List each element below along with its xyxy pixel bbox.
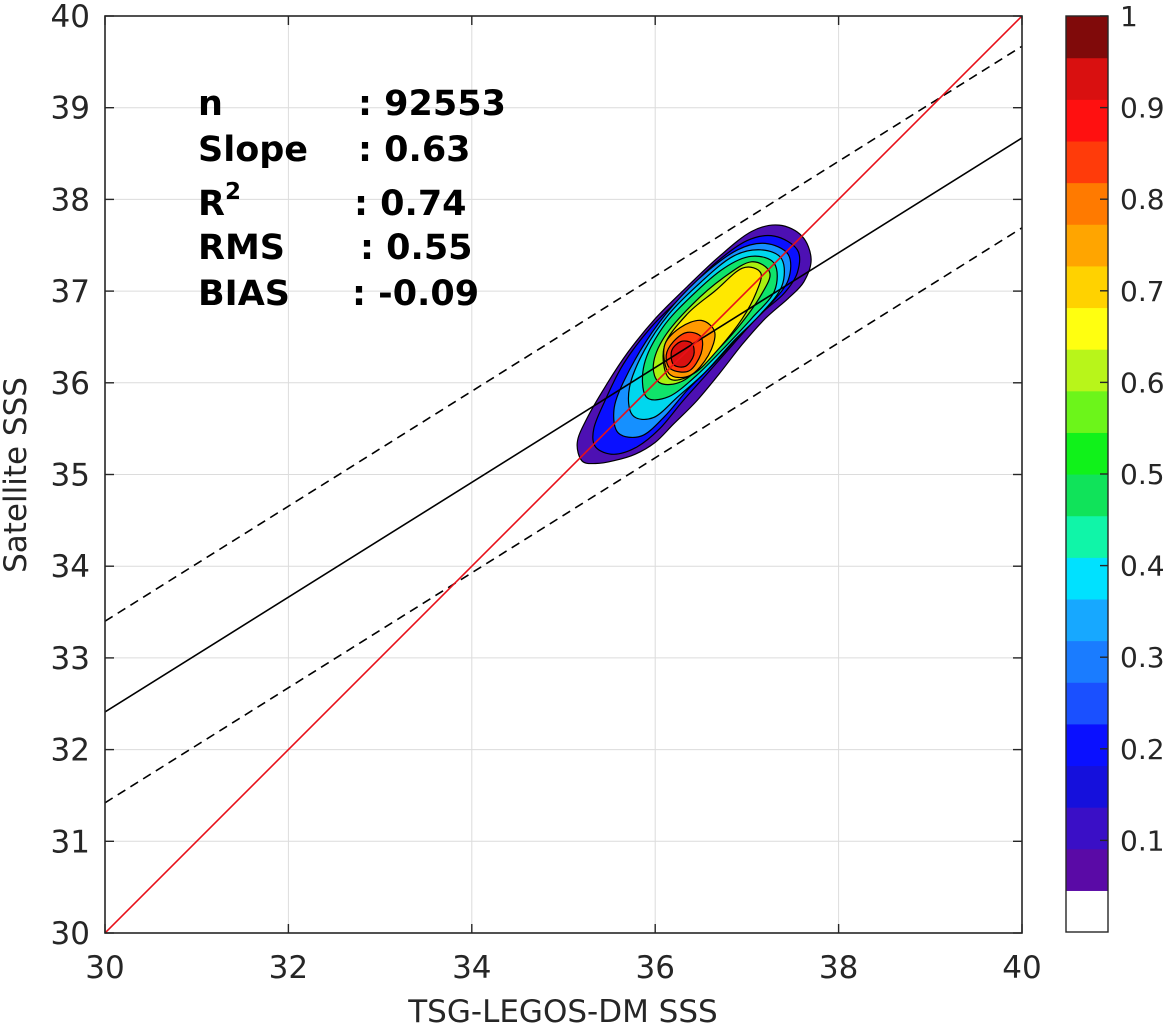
colorbar-tick-label: 0.6 (1120, 366, 1165, 399)
axes (104, 15, 1023, 934)
lower-bound-line (105, 227, 1022, 804)
identity-line (105, 16, 1022, 933)
reference-lines (105, 16, 1022, 933)
colorbar-swatch (1066, 848, 1108, 891)
y-tick-label: 40 (51, 0, 90, 35)
colorbar-swatch (1066, 557, 1108, 600)
y-tick-label: 39 (51, 91, 90, 127)
colorbar-tick-label: 0.7 (1120, 275, 1165, 308)
x-tick-label: 38 (819, 950, 858, 986)
colorbar-swatch (1066, 640, 1108, 683)
colorbar-swatch (1066, 390, 1108, 433)
colorbar-tick-label: 0.2 (1120, 733, 1165, 766)
colorbar-swatch (1066, 723, 1108, 767)
x-axis-title: TSG-LEGOS-DM SSS (407, 994, 717, 1028)
colorbar: 0.1 0.2 0.3 0.4 0.5 0.6 0.7 0.8 0.9 1 (1065, 0, 1165, 933)
x-tick-label: 40 (1002, 950, 1041, 986)
stat-label: n (198, 84, 223, 124)
colorbar-swatch (1066, 515, 1108, 558)
y-axis-title: Satellite SSS (0, 377, 34, 573)
y-tick-label: 31 (51, 824, 90, 860)
regression-line (105, 137, 1022, 713)
stat-label-superscript: 2 (225, 179, 241, 205)
colorbar-swatch (1066, 140, 1108, 184)
y-tick-label: 37 (51, 274, 90, 310)
tick-labels: 30 32 34 36 38 40 30 31 32 33 34 35 36 37 38 39 40 (51, 0, 1042, 986)
colorbar-swatch (1066, 224, 1108, 267)
colorbar-swatch (1066, 432, 1108, 475)
stat-label: RMS (198, 228, 285, 268)
colorbar-swatch (1066, 57, 1108, 100)
x-tick-label: 36 (635, 950, 674, 986)
colorbar-swatch (1066, 474, 1108, 517)
colorbar-swatch (1066, 349, 1108, 392)
stat-label: Slope (198, 130, 308, 170)
stat-row-n: n : 92553 (198, 84, 506, 124)
colorbar-tick-label: 0.5 (1120, 458, 1165, 491)
colorbar-swatch (1066, 99, 1108, 142)
stat-label: BIAS (198, 274, 290, 314)
colorbar-tick-label: 0.9 (1120, 92, 1165, 125)
stat-row-slope: Slope : 0.63 (198, 130, 471, 170)
stat-value: : -0.09 (352, 274, 479, 314)
colorbar-swatch (1066, 765, 1108, 808)
stat-value: : 0.55 (360, 228, 473, 268)
x-tick-label: 30 (85, 950, 124, 986)
colorbar-tick-label: 0.1 (1120, 824, 1165, 857)
y-tick-label: 34 (51, 549, 90, 585)
x-tick-label: 32 (269, 950, 308, 986)
y-tick-label: 35 (51, 458, 90, 494)
colorbar-swatch (1066, 265, 1108, 309)
y-tick-label: 33 (51, 641, 90, 677)
stat-value: : 92553 (358, 84, 506, 124)
colorbar-swatch (1066, 307, 1108, 350)
colorbar-tick-label: 0.8 (1120, 183, 1165, 216)
x-tick-label: 34 (452, 950, 491, 986)
y-tick-label: 30 (51, 916, 90, 952)
y-tick-label: 32 (51, 733, 90, 769)
colorbar-tick-label: 1 (1120, 0, 1138, 33)
colorbar-swatch (1066, 16, 1108, 59)
y-tick-label: 38 (51, 182, 90, 218)
colorbar-tick-label: 0.4 (1120, 550, 1165, 583)
colorbar-swatch (1066, 598, 1108, 642)
stat-value: : 0.63 (358, 130, 471, 170)
upper-bound-line (105, 45, 1022, 622)
stat-row-rms: RMS : 0.55 (198, 228, 473, 268)
colorbar-swatch (1066, 182, 1108, 225)
colorbar-swatch (1066, 890, 1108, 933)
colorbar-tick-label: 0.3 (1120, 641, 1165, 674)
y-tick-label: 36 (51, 366, 90, 402)
colorbar-swatch (1066, 807, 1108, 850)
colorbar-swatch (1066, 682, 1108, 725)
grid (105, 16, 1022, 933)
stat-row-bias: BIAS : -0.09 (198, 274, 479, 314)
stat-value: : 0.74 (354, 184, 467, 224)
stat-row-r: R2: 0.74 (198, 179, 467, 224)
